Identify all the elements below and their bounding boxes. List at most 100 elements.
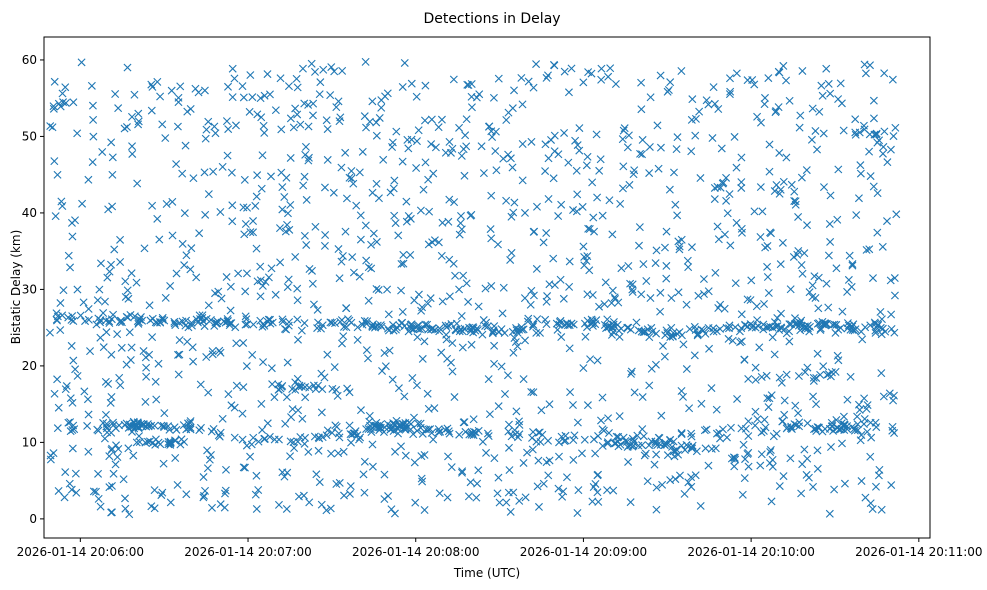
data-point (775, 373, 784, 382)
data-point (493, 489, 502, 498)
data-point (488, 133, 497, 142)
data-point (172, 269, 181, 278)
data-point (813, 464, 822, 473)
data-point (854, 194, 863, 203)
data-point (256, 316, 265, 325)
data-point (541, 167, 550, 176)
data-point (677, 429, 686, 438)
data-point (505, 443, 513, 452)
data-point (580, 319, 589, 328)
data-point (700, 426, 709, 435)
data-point (158, 313, 167, 322)
data-point (286, 437, 295, 446)
data-point (614, 442, 623, 451)
data-point (505, 466, 514, 475)
data-point (766, 448, 775, 457)
data-point (249, 228, 258, 237)
data-point (760, 300, 769, 309)
data-point (96, 333, 105, 342)
data-point (116, 381, 125, 390)
data-point (775, 482, 784, 491)
data-point (593, 193, 602, 202)
data-point (860, 60, 869, 69)
data-point (242, 441, 251, 450)
data-point (857, 431, 866, 440)
data-point (774, 67, 783, 76)
data-point (570, 431, 579, 440)
data-point (89, 132, 98, 141)
data-point (653, 121, 662, 130)
data-point (839, 412, 848, 421)
data-point (816, 370, 825, 379)
data-point (794, 212, 803, 221)
data-point (523, 448, 532, 457)
data-point (819, 362, 828, 371)
data-point (361, 221, 370, 230)
data-point (836, 79, 845, 88)
data-point (826, 191, 835, 200)
data-point (410, 413, 419, 422)
data-point (148, 333, 157, 342)
data-point (204, 301, 213, 310)
data-point (339, 332, 348, 341)
data-point (372, 179, 381, 188)
data-point (780, 410, 789, 419)
data-point (159, 421, 168, 430)
data-point (495, 498, 504, 507)
data-point (322, 116, 331, 125)
data-point (770, 318, 779, 327)
data-point (274, 500, 283, 509)
data-point (458, 468, 466, 477)
data-point (388, 142, 397, 151)
data-point (225, 321, 234, 330)
data-point (375, 113, 384, 122)
data-point (120, 124, 129, 133)
data-point (73, 371, 82, 380)
data-point (345, 173, 354, 182)
data-point (139, 420, 148, 429)
data-point (99, 343, 108, 352)
data-point (712, 429, 721, 438)
data-point (126, 310, 135, 319)
data-point (179, 421, 188, 430)
data-point (726, 423, 735, 432)
data-point (323, 426, 332, 435)
data-point (775, 326, 784, 334)
data-point (597, 75, 606, 84)
data-point (588, 497, 597, 506)
data-point (764, 289, 773, 297)
data-point (434, 123, 443, 132)
data-point (637, 78, 646, 87)
data-point (515, 420, 524, 429)
data-point (878, 149, 887, 158)
data-point (877, 505, 886, 514)
data-point (814, 273, 823, 282)
data-point (215, 346, 224, 355)
data-point (819, 183, 828, 192)
data-point (541, 315, 550, 324)
data-point (326, 504, 335, 513)
data-point (660, 243, 669, 252)
data-point (563, 319, 572, 328)
data-point (466, 478, 475, 487)
data-point (208, 350, 217, 359)
data-point (579, 78, 588, 87)
data-point (220, 503, 229, 512)
data-point (400, 392, 409, 401)
data-point (736, 338, 745, 347)
data-point (687, 482, 696, 491)
data-point (200, 322, 209, 331)
data-point (887, 310, 896, 319)
data-point (209, 424, 218, 433)
data-point (869, 274, 877, 283)
data-point (317, 500, 326, 509)
y-axis: 0 10 20 30 40 50 60 (22, 53, 44, 526)
data-point (337, 316, 346, 325)
data-point (91, 487, 100, 496)
data-point (64, 251, 73, 260)
data-point (780, 396, 789, 405)
data-point (257, 113, 266, 122)
data-point (462, 279, 471, 288)
data-point (50, 157, 59, 166)
data-point (441, 321, 450, 330)
